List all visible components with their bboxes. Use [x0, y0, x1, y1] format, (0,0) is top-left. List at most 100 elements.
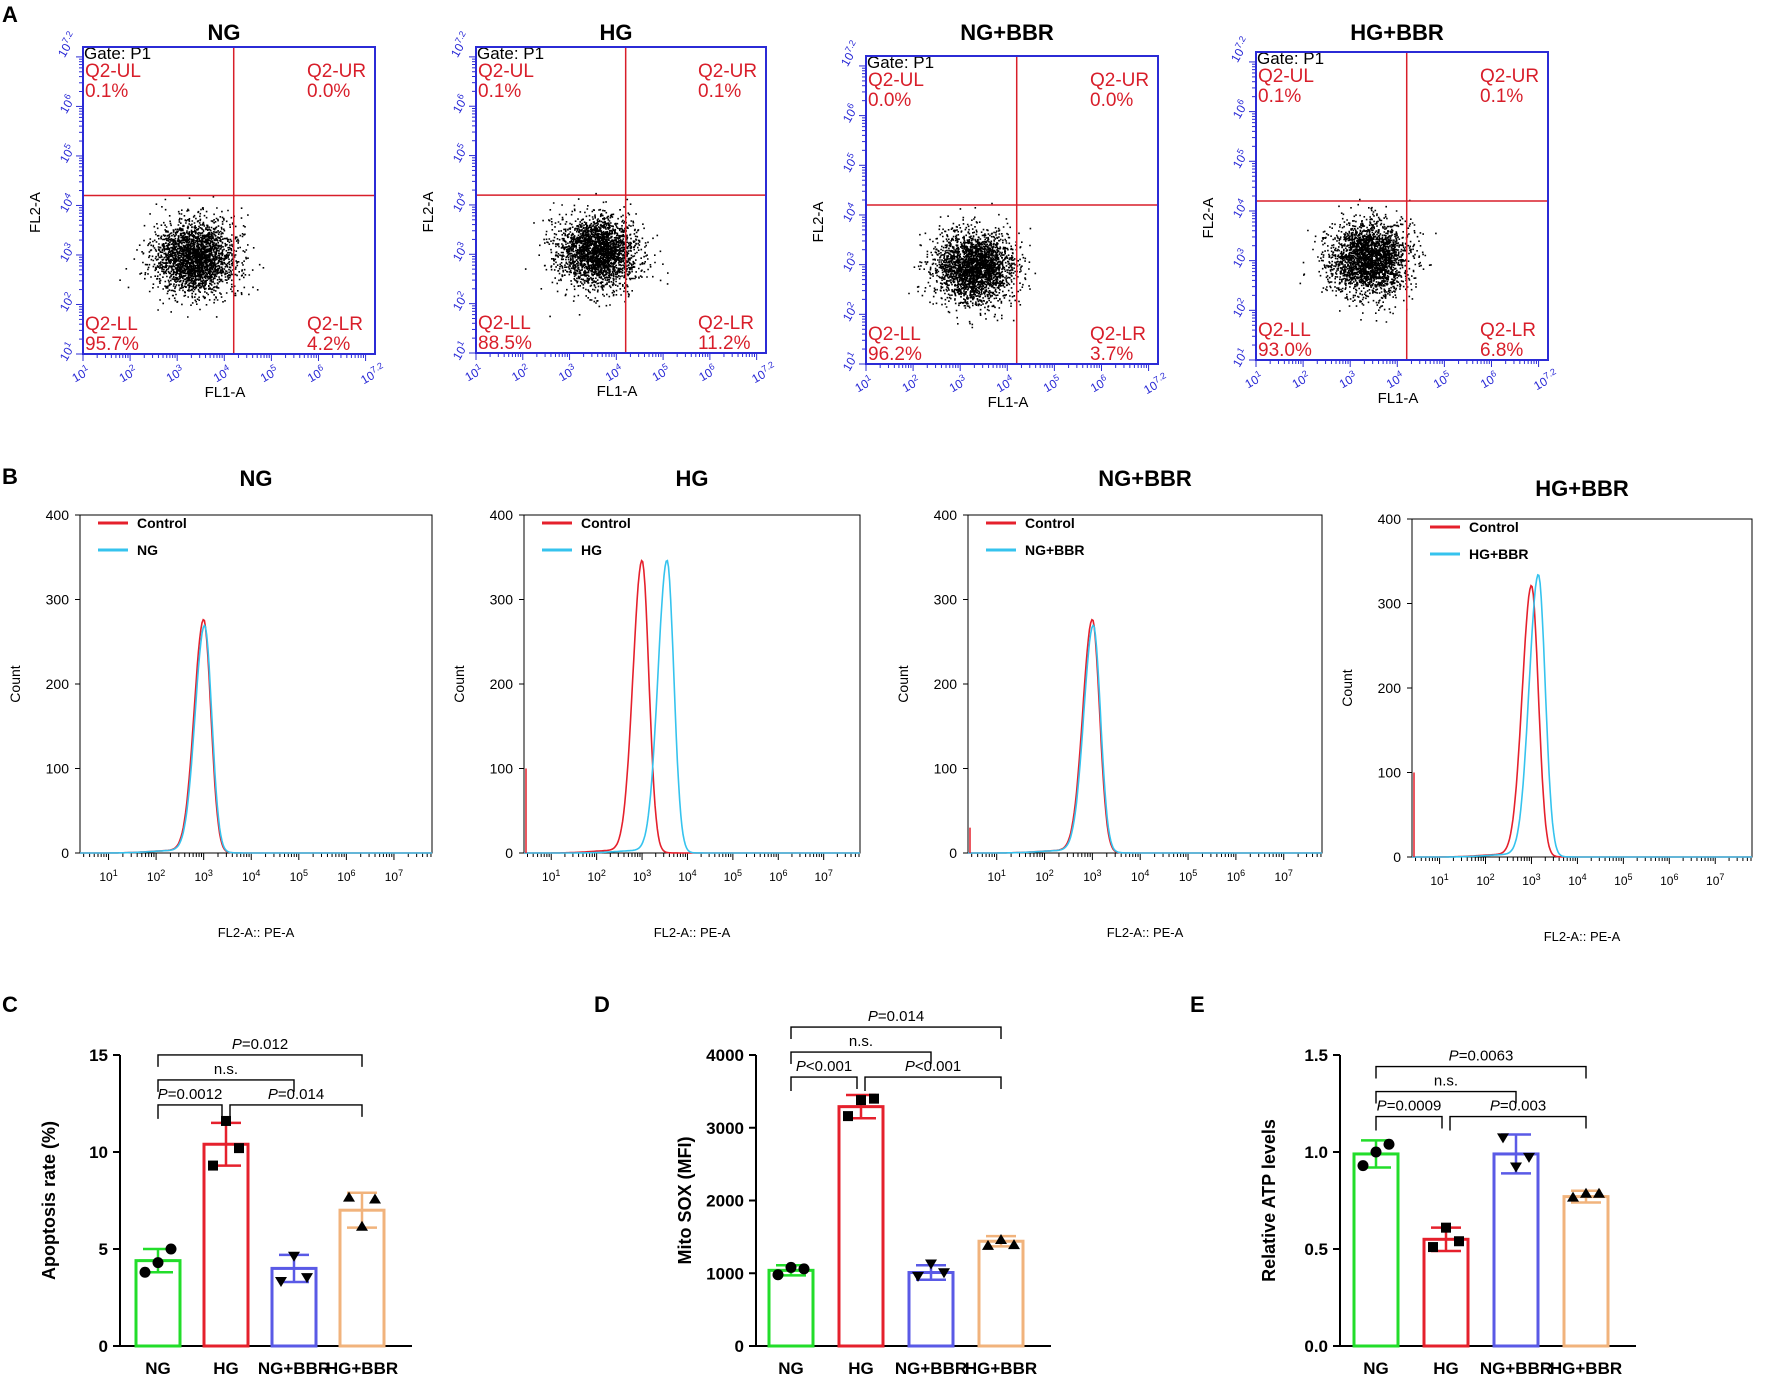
- legend-control-label: Control: [581, 515, 631, 531]
- y-tick-label: 300: [46, 592, 70, 608]
- y-axis-label: Count: [7, 665, 23, 702]
- quadrant-ul-value: 0.1%: [478, 81, 521, 102]
- y-tick-label: 4000: [706, 1046, 744, 1065]
- x-tick-label: 107: [1275, 868, 1293, 884]
- panel-b-histograms: NG 0 100 200 300 400 101 102 103 104 105 106 107 FL2-…: [7, 466, 1753, 944]
- y-tick-label: 104: [838, 201, 861, 225]
- y-axis-label: Relative ATP levels: [1259, 1119, 1279, 1282]
- y-tick-label: 101: [55, 340, 78, 364]
- bar-ng-bbr: [1492, 1152, 1540, 1348]
- y-tick-label: 103: [838, 250, 861, 274]
- y-tick-label: 102: [55, 290, 78, 314]
- x-tick-label: 104: [602, 361, 626, 384]
- x-tick-label: 107.2: [357, 360, 387, 387]
- y-tick-label: 105: [55, 141, 78, 165]
- x-tick-label: 106: [769, 868, 787, 884]
- quadrant-ur-value: 0.1%: [698, 81, 741, 102]
- histogram-title: NG+BBR: [1098, 466, 1192, 491]
- bar-chart-e: 0.0 0.5 1.0 1.5 Relative ATP levels NG HG NG+BB…: [1259, 1046, 1636, 1378]
- event-dots: [1299, 198, 1437, 323]
- quadrant-ll-value: 88.5%: [478, 333, 532, 354]
- legend-control-label: Control: [1025, 515, 1075, 531]
- x-tick-label: 102: [587, 868, 605, 884]
- y-tick-label: 104: [1228, 197, 1251, 221]
- legend-treated-label: NG: [137, 542, 158, 558]
- significance-bracket: [157, 1104, 223, 1119]
- bar-chart-d: 0 1000 2000 3000 4000 Mito SOX (MFI) NG HG NG+BB…: [675, 1008, 1051, 1378]
- event-dots: [119, 196, 265, 318]
- histogram-title: HG+BBR: [1535, 476, 1629, 501]
- y-tick-label: 300: [934, 592, 958, 608]
- significance-bracket: [229, 1104, 363, 1119]
- treated-curve: [80, 623, 432, 854]
- x-axis-label: FL2-A:: PE-A: [1544, 929, 1621, 944]
- significance-label: P=0.0009: [1377, 1098, 1442, 1115]
- quadrant-ur-name: Q2-UR: [1480, 66, 1539, 87]
- y-tick-label: 107.2: [1226, 34, 1253, 64]
- x-tick-label: 107.2: [1530, 366, 1560, 393]
- control-curve: [968, 618, 1322, 854]
- y-axis-label: FL2-A: [1200, 198, 1217, 239]
- bar-ng-bbr: [907, 1271, 955, 1348]
- data-point: [925, 1259, 937, 1270]
- data-point: [234, 1143, 244, 1154]
- significance-label: P=0.003: [1490, 1098, 1546, 1115]
- x-tick-label: NG: [145, 1359, 171, 1378]
- data-point: [995, 1234, 1007, 1245]
- x-tick-label: 102: [1289, 368, 1313, 391]
- x-tick-label: 107: [814, 868, 832, 884]
- event-dots: [524, 192, 669, 318]
- x-tick-label: 101: [988, 868, 1006, 884]
- y-tick-label: 106: [448, 92, 471, 116]
- plot-frame: [523, 514, 861, 854]
- histogram-1: NG 0 100 200 300 400 101 102 103 104 105 106 107 FL2-…: [7, 466, 433, 940]
- histogram-3: NG+BBR 0 100 200 300 400 101 102 103 104 105 106 107…: [895, 466, 1323, 940]
- x-tick-label: 103: [163, 362, 187, 385]
- quadrant-ll-name: Q2-LL: [1258, 320, 1311, 341]
- x-tick-label: 102: [1476, 872, 1494, 888]
- data-point: [165, 1243, 177, 1255]
- quadrant-lr-name: Q2-LR: [1480, 320, 1536, 341]
- data-point: [1580, 1187, 1592, 1198]
- scatter-title: NG+BBR: [960, 20, 1054, 45]
- quadrant-ll-value: 95.7%: [85, 334, 139, 355]
- x-tick-label: 106: [337, 868, 355, 884]
- x-tick-label: 106: [695, 361, 719, 384]
- y-tick-label: 2000: [706, 1192, 744, 1211]
- treated-curve: [524, 559, 860, 854]
- x-tick-label: 103: [1336, 368, 1360, 391]
- plot-frame: [967, 514, 1323, 854]
- y-tick-label: 106: [1228, 97, 1251, 121]
- plot-frame: [475, 46, 767, 354]
- y-tick-label: 300: [490, 592, 514, 608]
- y-tick-label: 0: [1393, 849, 1401, 865]
- significance-label: P=0.014: [868, 1008, 924, 1025]
- x-tick-label: 104: [678, 868, 696, 884]
- data-point: [869, 1093, 879, 1104]
- data-point: [208, 1160, 218, 1171]
- x-tick-label: 106: [1227, 868, 1245, 884]
- x-tick-label: 106: [304, 362, 328, 385]
- quadrant-ll-name: Q2-LL: [85, 314, 138, 335]
- quadrant-ul-name: Q2-UL: [1258, 66, 1314, 87]
- quadrant-ur-name: Q2-UR: [307, 61, 366, 82]
- y-tick-label: 0: [949, 845, 957, 861]
- x-tick-label: 105: [1040, 372, 1064, 395]
- x-tick-label: 107: [385, 868, 403, 884]
- significance-bracket: [1449, 1115, 1587, 1131]
- data-point: [772, 1269, 784, 1281]
- data-point: [912, 1271, 924, 1282]
- x-tick-label: 101: [69, 362, 93, 385]
- x-tick-label: NG+BBR: [258, 1359, 330, 1378]
- y-tick-label: 0: [735, 1337, 744, 1356]
- x-tick-label: 103: [633, 868, 651, 884]
- bar-hg-bbr: [977, 1239, 1025, 1348]
- data-point: [798, 1263, 810, 1275]
- bar-ng: [1352, 1152, 1400, 1348]
- plot-frame: [1411, 518, 1753, 858]
- y-tick-label: 102: [448, 289, 471, 313]
- data-point: [152, 1257, 164, 1269]
- quadrant-ul-value: 0.0%: [868, 90, 911, 111]
- y-axis-label: Apoptosis rate (%): [39, 1121, 59, 1280]
